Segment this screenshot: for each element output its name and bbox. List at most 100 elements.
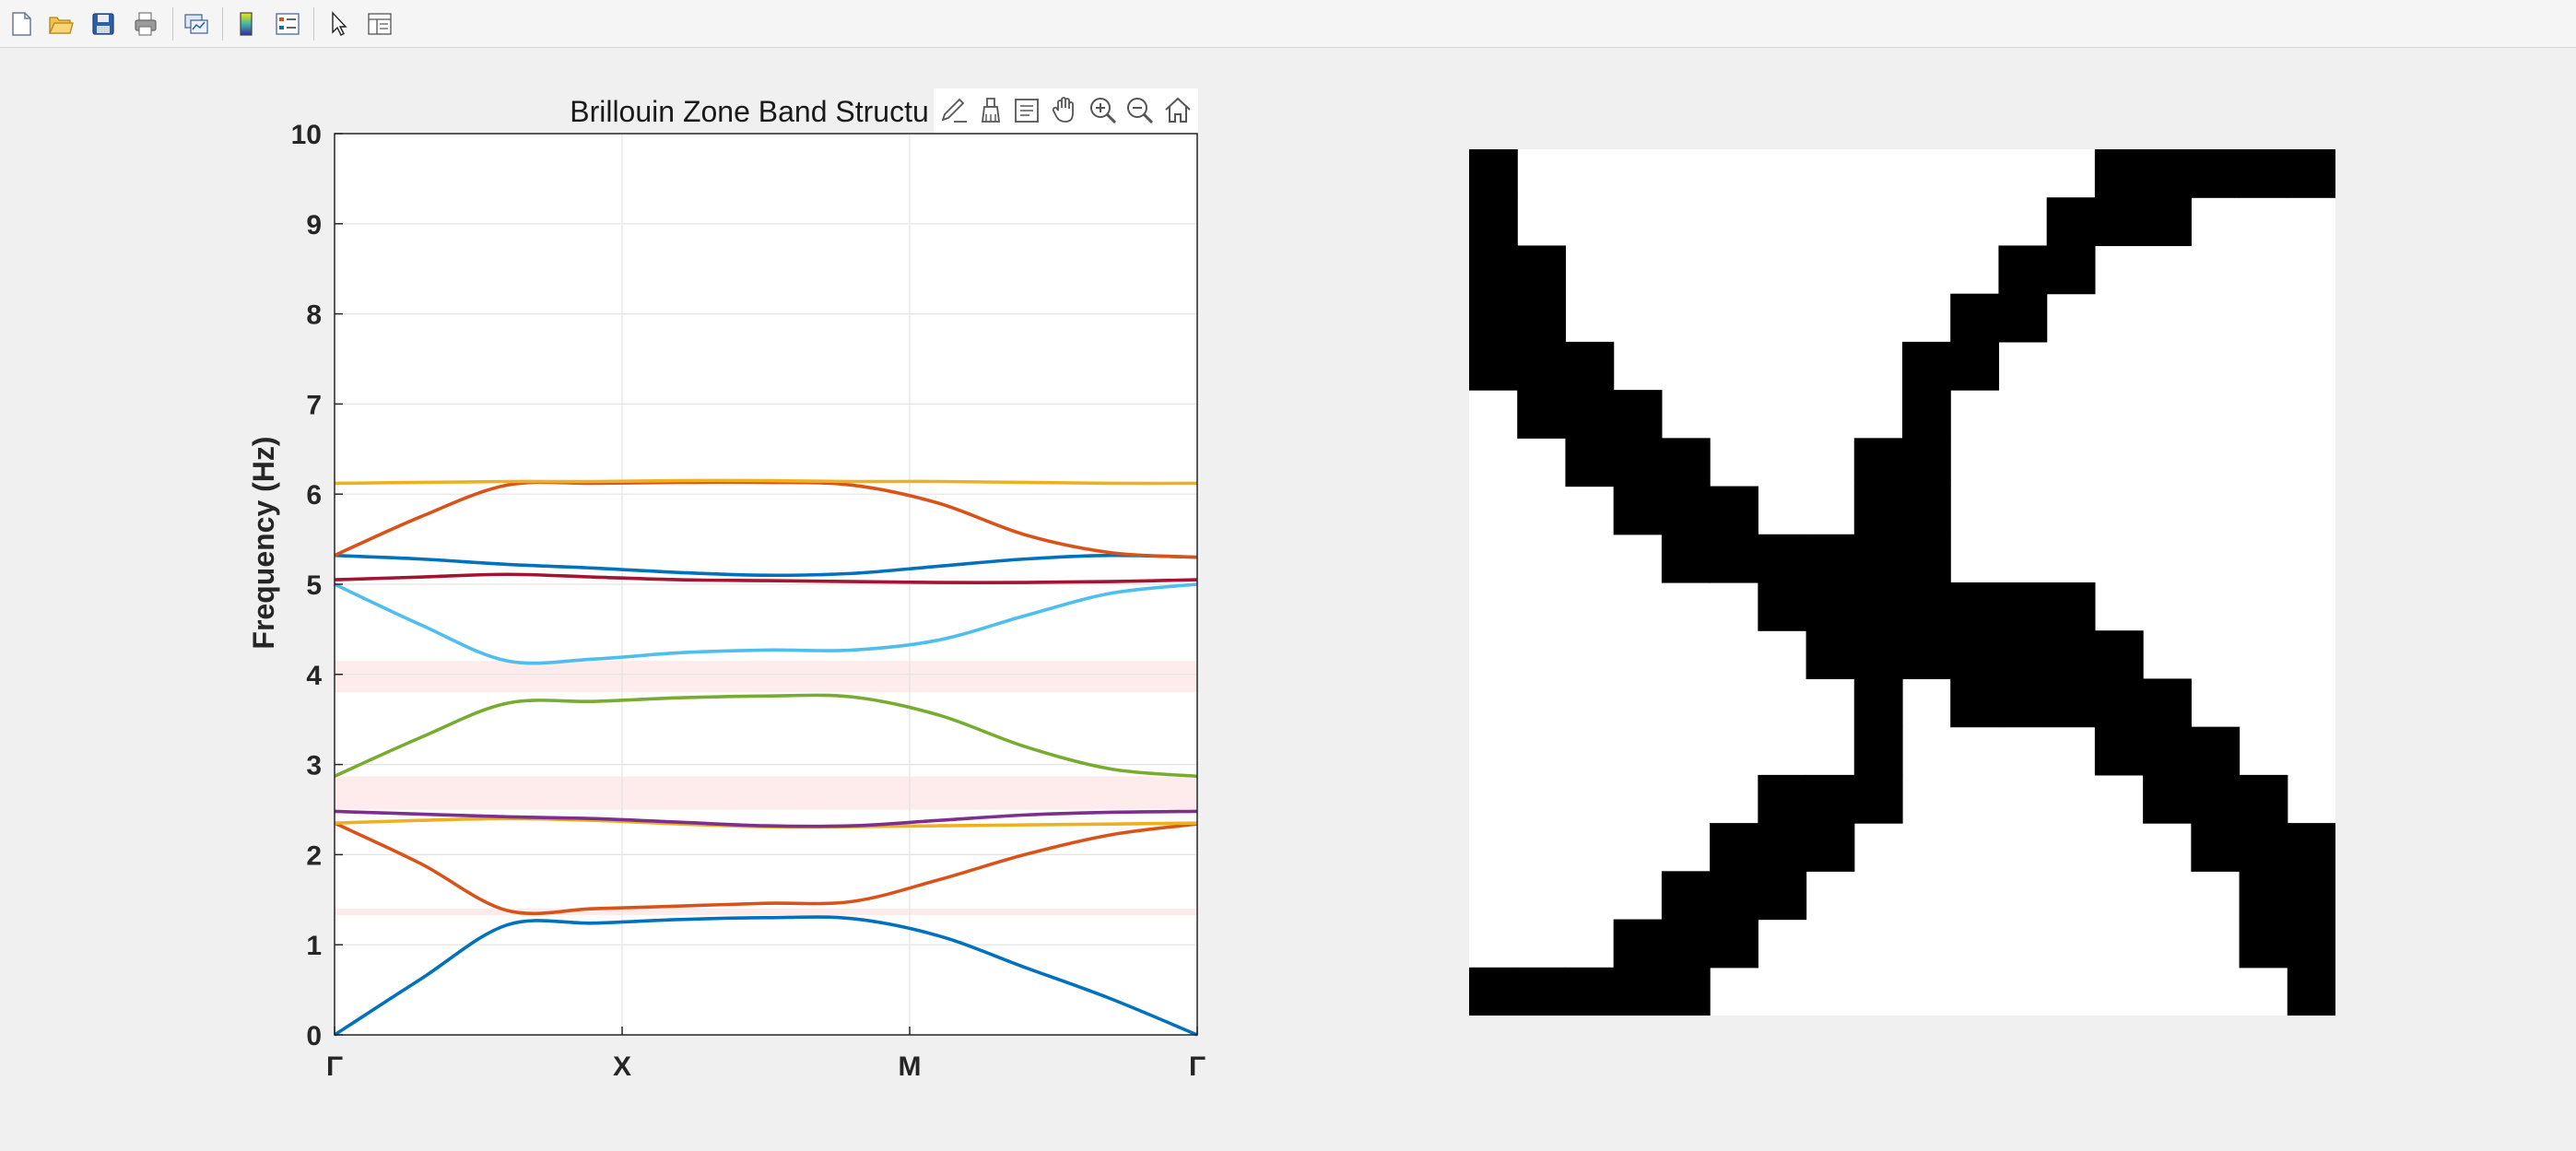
solid-cell — [1902, 534, 1951, 583]
solid-cell — [1710, 534, 1759, 583]
solid-cell — [1758, 774, 1807, 824]
solid-cell — [2046, 245, 2096, 295]
solid-cell — [1950, 293, 2000, 343]
solid-cell — [2143, 678, 2192, 728]
y-tick-label: 2 — [306, 840, 322, 871]
unit-cell-pixels — [1469, 149, 2335, 1016]
solid-cell — [2094, 197, 2144, 247]
solid-cell — [1758, 534, 1807, 583]
x-tick-label: X — [613, 1051, 631, 1082]
insert-legend-button[interactable] — [269, 6, 306, 42]
band-gap-1 — [335, 909, 1197, 915]
solid-cell — [1469, 245, 1518, 295]
solid-cell — [2143, 197, 2192, 247]
band-4-line — [334, 809, 1198, 828]
band-9-line — [334, 480, 1198, 559]
solid-cell — [1998, 582, 2048, 631]
save-figure-button[interactable] — [85, 6, 122, 42]
solid-cell — [1853, 486, 1903, 535]
brush-icon[interactable] — [981, 98, 1001, 123]
chart-title: Brillouin Zone Band Structu — [570, 95, 929, 128]
solid-cell — [1998, 245, 2048, 295]
solid-cell — [1469, 197, 1518, 247]
insert-colorbar-button[interactable] — [228, 6, 265, 42]
band-1-line — [334, 915, 1198, 1037]
axes-toolbar — [934, 88, 1198, 133]
solid-cell — [2239, 871, 2288, 921]
solid-cell — [1517, 293, 1567, 343]
y-tick-label: 9 — [306, 210, 322, 241]
folder-open-icon — [48, 17, 74, 34]
pan-hand-icon[interactable] — [1052, 97, 1074, 123]
link-plot-button[interactable] — [178, 6, 215, 42]
printer-icon — [135, 12, 157, 36]
solid-cell — [2191, 774, 2241, 824]
solid-cell — [1902, 486, 1951, 535]
solid-cell — [1613, 486, 1663, 535]
solid-cell — [1613, 438, 1663, 487]
solid-cell — [1613, 919, 1663, 969]
solid-cell — [1565, 967, 1615, 1016]
y-tick-label: 6 — [306, 480, 322, 511]
solid-cell — [1806, 630, 1855, 680]
solid-cell — [2094, 678, 2144, 728]
link-plot-icon — [184, 14, 208, 34]
solid-cell — [1710, 823, 1759, 872]
solid-cell — [1950, 582, 2000, 631]
solid-cell — [2046, 197, 2096, 247]
solid-cell — [1613, 967, 1663, 1016]
solid-cell — [1661, 919, 1711, 969]
solid-cell — [2094, 726, 2144, 776]
solid-cell — [1661, 871, 1711, 921]
solid-cell — [1902, 438, 1951, 487]
band-gap-2 — [335, 776, 1197, 810]
band-7-line — [334, 572, 1198, 584]
figure-toolbar — [0, 0, 2576, 48]
property-inspector-icon — [368, 13, 392, 35]
print-figure-button[interactable] — [127, 6, 164, 42]
property-inspector-button[interactable] — [361, 6, 398, 42]
solid-cell — [1661, 486, 1711, 535]
band-structure-chart: 0 1 2 3 4 5 6 7 8 9 10 Γ X M Γ Brillouin Zone Band St… — [247, 88, 1206, 1082]
solid-cell — [1469, 293, 1518, 343]
zoom-in-icon[interactable] — [1090, 98, 1117, 124]
solid-cell — [2191, 149, 2241, 198]
export-icon[interactable] — [941, 98, 967, 123]
solid-cell — [1710, 871, 1759, 921]
y-axis-label: Frequency (Hz) — [247, 436, 280, 649]
solid-cell — [2239, 919, 2288, 969]
y-tick-label: 10 — [291, 120, 322, 150]
solid-cell — [1806, 534, 1855, 583]
solid-cell — [1469, 341, 1518, 391]
solid-cell — [1517, 245, 1567, 295]
solid-cell — [2239, 774, 2288, 824]
x-tick-label: Γ — [1189, 1051, 1206, 1082]
home-icon[interactable] — [1165, 97, 1191, 123]
solid-cell — [1758, 582, 1807, 631]
band-6-line — [334, 582, 1198, 665]
solid-cell — [1758, 871, 1807, 921]
grid-layer — [335, 134, 1197, 1035]
y-tick-label: 5 — [306, 570, 322, 601]
solid-cell — [2143, 774, 2192, 824]
solid-cell — [1902, 341, 1951, 391]
edit-plot-button[interactable] — [320, 6, 357, 42]
solid-cell — [2094, 149, 2144, 198]
solid-cell — [2046, 582, 2096, 631]
solid-cell — [1710, 486, 1759, 535]
y-tick-label: 8 — [306, 300, 322, 331]
solid-cell — [2239, 823, 2288, 872]
new-figure-button[interactable] — [3, 6, 40, 42]
data-tips-icon[interactable] — [1015, 99, 1039, 123]
zoom-out-icon[interactable] — [1127, 98, 1154, 124]
solid-cell — [1613, 390, 1663, 439]
solid-cell — [1758, 823, 1807, 872]
solid-cell — [1806, 582, 1855, 631]
solid-cell — [1998, 630, 2048, 680]
solid-cell — [1661, 967, 1711, 1016]
solid-cell — [1517, 967, 1567, 1016]
open-file-button[interactable] — [42, 6, 79, 42]
y-tick-label: 0 — [306, 1021, 322, 1051]
solid-cell — [1806, 823, 1855, 872]
